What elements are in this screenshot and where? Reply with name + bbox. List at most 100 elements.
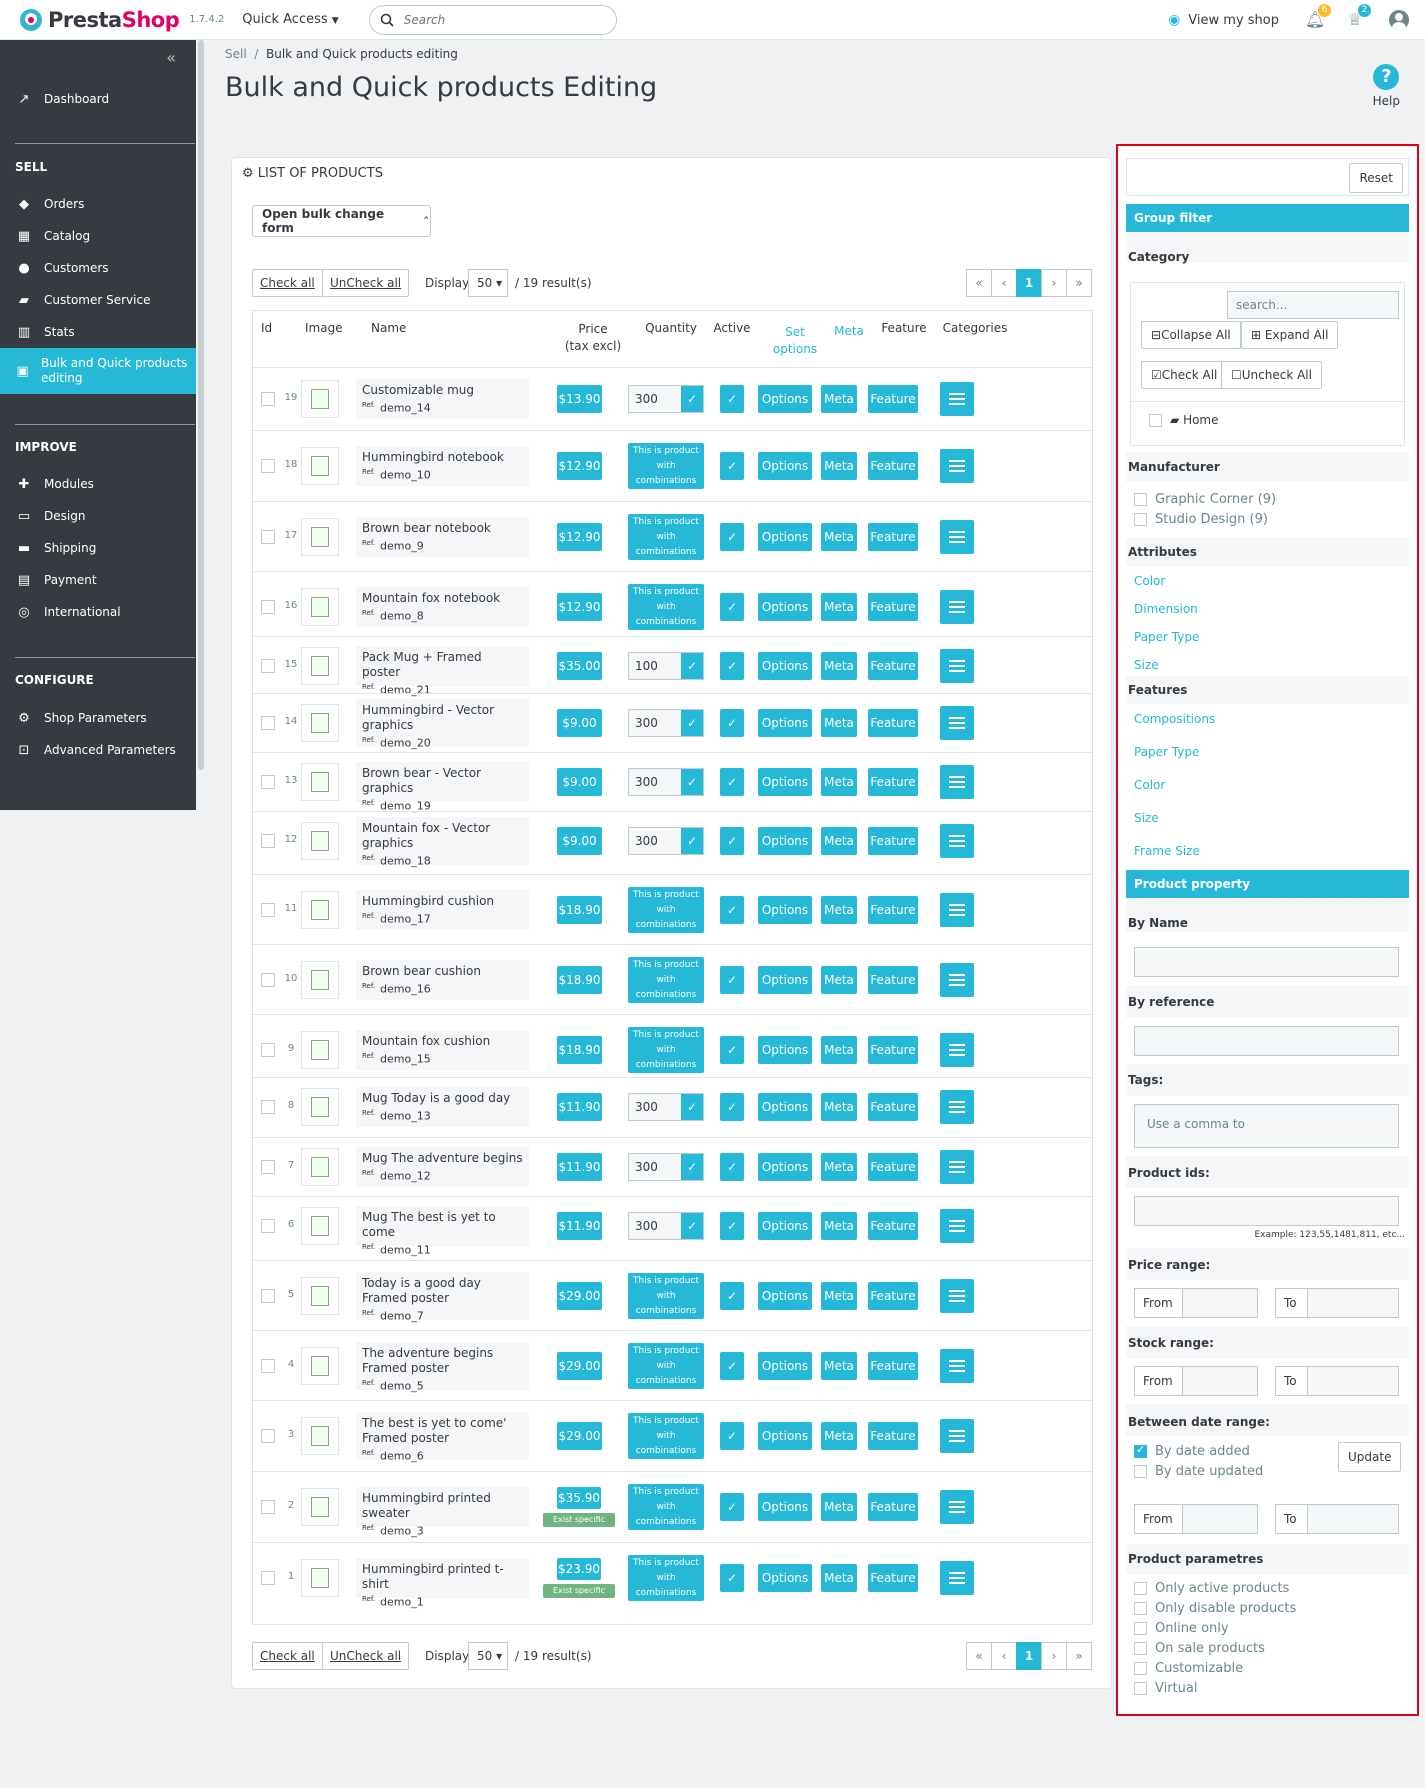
active-toggle[interactable]: ✓ xyxy=(720,1093,744,1121)
check-all-categories-button[interactable]: ☑Check All xyxy=(1141,361,1228,389)
categories-menu-button[interactable] xyxy=(940,824,974,858)
sidebar-item-orders[interactable]: ◆ Orders xyxy=(0,190,196,218)
categories-menu-button[interactable] xyxy=(940,649,974,683)
sidebar-item-shop-parameters[interactable]: ⚙ Shop Parameters xyxy=(0,704,196,732)
product-thumbnail[interactable] xyxy=(301,1031,339,1069)
categories-menu-button[interactable] xyxy=(940,520,974,554)
product-thumbnail[interactable] xyxy=(301,961,339,999)
categories-menu-button[interactable] xyxy=(940,1279,974,1313)
row-checkbox[interactable] xyxy=(261,1289,275,1303)
sidebar-item-customer-service[interactable]: ▰ Customer Service xyxy=(0,286,196,314)
quantity-field[interactable]: ✓ xyxy=(628,768,704,796)
row-checkbox[interactable] xyxy=(261,1043,275,1057)
col-meta[interactable]: Meta xyxy=(834,324,864,338)
check-icon[interactable]: ✓ xyxy=(681,828,703,854)
meta-button[interactable]: Meta xyxy=(821,1422,857,1450)
active-toggle[interactable]: ✓ xyxy=(720,1036,744,1064)
feature-button[interactable]: Feature xyxy=(868,1352,918,1380)
price-button[interactable]: $29.00 xyxy=(557,1352,602,1380)
stock-from-input[interactable]: From xyxy=(1134,1366,1258,1396)
categories-menu-button[interactable] xyxy=(940,1561,974,1595)
row-checkbox[interactable] xyxy=(261,716,275,730)
active-toggle[interactable]: ✓ xyxy=(720,1212,744,1240)
feature-compositions[interactable]: Compositions xyxy=(1134,712,1216,726)
attribute-dimension[interactable]: Dimension xyxy=(1134,602,1198,616)
product-thumbnail[interactable] xyxy=(301,1417,339,1455)
price-button[interactable]: $18.90 xyxy=(557,896,602,924)
meta-button[interactable]: Meta xyxy=(821,709,857,737)
price-button[interactable]: $9.00 xyxy=(557,768,602,796)
feature-button[interactable]: Feature xyxy=(868,896,918,924)
page-1-button[interactable]: 1 xyxy=(1016,1642,1042,1670)
options-button[interactable]: Options xyxy=(758,1564,812,1592)
check-icon[interactable]: ✓ xyxy=(681,1094,703,1120)
options-button[interactable]: Options xyxy=(758,1493,812,1521)
categories-menu-button[interactable] xyxy=(940,893,974,927)
categories-menu-button[interactable] xyxy=(940,1490,974,1524)
check-all-button-bottom[interactable]: Check all xyxy=(252,1642,323,1670)
active-toggle[interactable]: ✓ xyxy=(720,385,744,413)
meta-button[interactable]: Meta xyxy=(821,1153,857,1181)
price-button[interactable]: $23.90 xyxy=(557,1558,601,1580)
options-button[interactable]: Options xyxy=(758,593,812,621)
feature-button[interactable]: Feature xyxy=(868,1422,918,1450)
categories-menu-button[interactable] xyxy=(940,1150,974,1184)
product-thumbnail[interactable] xyxy=(301,1559,339,1597)
price-button[interactable]: $13.90 xyxy=(557,385,602,413)
sidebar-item-shipping[interactable]: ▬ Shipping xyxy=(17,540,97,556)
quantity-input[interactable] xyxy=(629,769,681,795)
sidebar-item-advanced-parameters[interactable]: ⊡ Advanced Parameters xyxy=(0,736,196,764)
row-checkbox[interactable] xyxy=(261,659,275,673)
quantity-field[interactable]: ✓ xyxy=(628,652,704,680)
feature-button[interactable]: Feature xyxy=(868,385,918,413)
param-customizable[interactable]: Customizable xyxy=(1134,1661,1243,1676)
sidebar-item-bulk-editing[interactable]: ▣ Bulk and Quick products editing xyxy=(0,348,196,394)
last-page-button[interactable]: » xyxy=(1066,1642,1092,1670)
price-button[interactable]: $11.90 xyxy=(557,1153,602,1181)
product-thumbnail[interactable] xyxy=(301,1488,339,1526)
feature-size[interactable]: Size xyxy=(1134,811,1159,825)
price-button[interactable]: $12.90 xyxy=(557,452,602,480)
price-button[interactable]: $18.90 xyxy=(557,966,602,994)
tags-input[interactable]: Use a comma to xyxy=(1134,1104,1399,1148)
product-thumbnail[interactable] xyxy=(301,1148,339,1186)
param-virtual[interactable]: Virtual xyxy=(1134,1681,1197,1696)
price-button[interactable]: $35.90 xyxy=(557,1487,601,1509)
feature-button[interactable]: Feature xyxy=(868,1564,918,1592)
active-toggle[interactable]: ✓ xyxy=(720,1352,744,1380)
search-input[interactable] xyxy=(403,12,594,27)
check-icon[interactable]: ✓ xyxy=(681,1154,703,1180)
categories-menu-button[interactable] xyxy=(940,1209,974,1243)
meta-button[interactable]: Meta xyxy=(821,652,857,680)
row-checkbox[interactable] xyxy=(261,1359,275,1373)
check-icon[interactable]: ✓ xyxy=(681,653,703,679)
options-button[interactable]: Options xyxy=(758,709,812,737)
options-button[interactable]: Options xyxy=(758,652,812,680)
feature-button[interactable]: Feature xyxy=(868,709,918,737)
param-only-active[interactable]: Only active products xyxy=(1134,1581,1289,1596)
active-toggle[interactable]: ✓ xyxy=(720,1153,744,1181)
row-checkbox[interactable] xyxy=(261,775,275,789)
row-checkbox[interactable] xyxy=(261,1429,275,1443)
active-toggle[interactable]: ✓ xyxy=(720,896,744,924)
active-toggle[interactable]: ✓ xyxy=(720,709,744,737)
manufacturer-graphic-corner[interactable]: Graphic Corner (9) xyxy=(1134,492,1276,507)
quantity-input[interactable] xyxy=(629,386,681,412)
price-button[interactable]: $12.90 xyxy=(557,523,602,551)
active-toggle[interactable]: ✓ xyxy=(720,966,744,994)
notifications-button[interactable]: 🔔︎ 6 xyxy=(1303,4,1331,32)
price-button[interactable]: $18.90 xyxy=(557,1036,602,1064)
uncheck-all-button-bottom[interactable]: UnCheck all xyxy=(322,1642,410,1670)
date-from-input[interactable]: From xyxy=(1134,1504,1258,1534)
categories-menu-button[interactable] xyxy=(940,382,974,416)
meta-button[interactable]: Meta xyxy=(821,1093,857,1121)
row-checkbox[interactable] xyxy=(261,1219,275,1233)
by-name-input[interactable] xyxy=(1134,947,1399,977)
active-toggle[interactable]: ✓ xyxy=(720,452,744,480)
stock-to-input[interactable]: To xyxy=(1275,1366,1399,1396)
sidebar-scrollbar[interactable] xyxy=(198,40,204,770)
active-toggle[interactable]: ✓ xyxy=(720,1493,744,1521)
row-checkbox[interactable] xyxy=(261,834,275,848)
next-page-button[interactable]: › xyxy=(1041,1642,1067,1670)
product-thumbnail[interactable] xyxy=(301,447,339,485)
